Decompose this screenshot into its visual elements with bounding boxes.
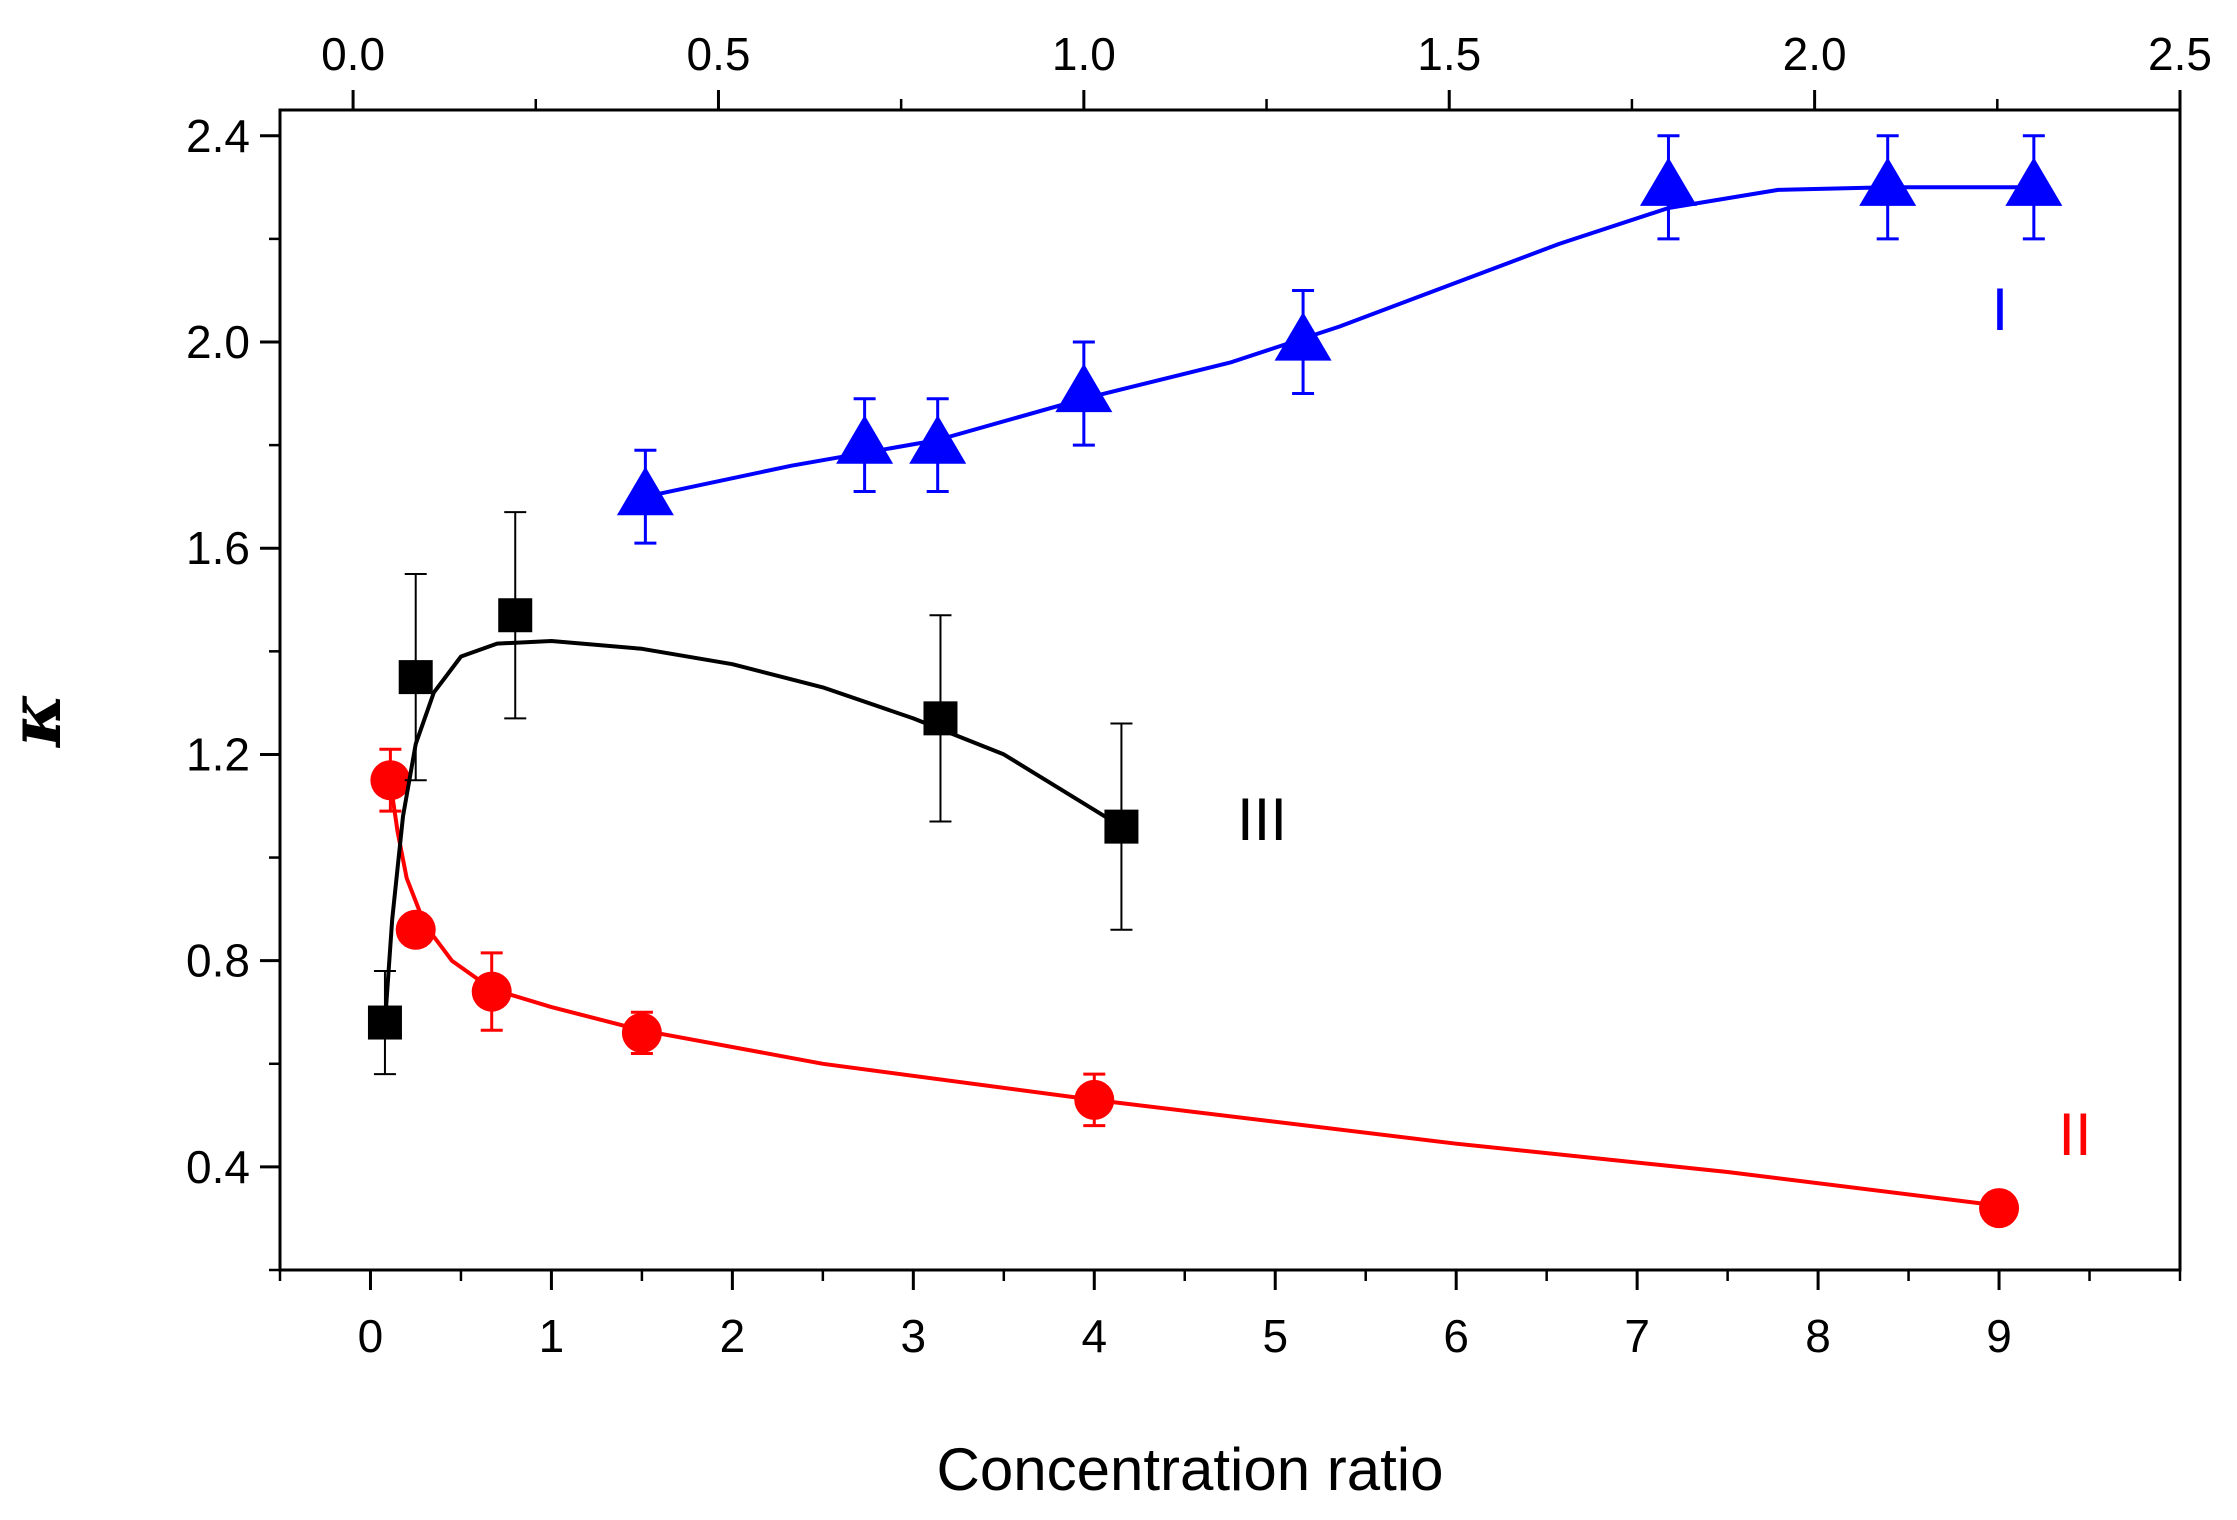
- data-point: [1859, 157, 1917, 206]
- plot-frame: [278, 108, 2182, 1272]
- series-ii: II: [370, 747, 2092, 1229]
- data-point: [621, 1012, 662, 1053]
- data-point: [471, 971, 512, 1012]
- data-point: [1979, 1188, 2020, 1229]
- y-tick-label: 0.8: [186, 935, 250, 987]
- series-iii: III: [367, 511, 1287, 1076]
- data-point: [836, 415, 894, 464]
- top-tick-label: 0.0: [321, 28, 385, 80]
- data-point: [1274, 312, 1332, 361]
- series-label-i: I: [1992, 276, 2009, 343]
- series-label-iii: III: [1237, 786, 1287, 853]
- data-point: [1074, 1079, 1115, 1120]
- data-point: [395, 909, 436, 950]
- x-tick-label: 2: [720, 1310, 746, 1362]
- fit-line-ii: [386, 769, 2000, 1208]
- data-point: [909, 415, 967, 464]
- data-point: [1055, 363, 1113, 413]
- data-point: [367, 1005, 402, 1040]
- axes-group: 0 1 2 3 4 5 6 7 8 9 0.0 0.5 1.0 1.5 2.0 2.5 0.4 0.8 1.2 1.6…: [186, 28, 2212, 1362]
- top-tick-label: 2.0: [1783, 28, 1847, 80]
- x-tick-label: 6: [1443, 1310, 1469, 1362]
- data-point: [370, 760, 411, 801]
- y-tick-label: 1.6: [186, 522, 250, 574]
- x-tick-label: 7: [1624, 1310, 1650, 1362]
- x-tick-label: 5: [1262, 1310, 1288, 1362]
- y-tick-label: 2.0: [186, 316, 250, 368]
- top-tick-label: 2.5: [2148, 28, 2212, 80]
- x-tick-label: 9: [1986, 1310, 2012, 1362]
- top-tick-label: 0.5: [686, 28, 750, 80]
- x-tick-label: 1: [539, 1310, 565, 1362]
- y-tick-label: 0.4: [186, 1141, 250, 1193]
- y-tick-label: 2.4: [186, 110, 250, 162]
- data-point: [398, 660, 433, 695]
- x-tick-label: 8: [1805, 1310, 1831, 1362]
- x-tick-label: 0: [358, 1310, 384, 1362]
- top-tick-label: 1.5: [1417, 28, 1481, 80]
- top-tick-label: 1.0: [1052, 28, 1116, 80]
- x-tick-label: 4: [1081, 1310, 1107, 1362]
- x-axis-title: Concentration ratio: [937, 1436, 1444, 1503]
- data-point: [1104, 809, 1139, 844]
- data-point: [498, 598, 533, 633]
- x-tick-label: 3: [901, 1310, 927, 1362]
- series-label-ii: II: [2058, 1101, 2091, 1168]
- data-point: [616, 466, 674, 516]
- y-axis-title: κ: [0, 693, 77, 749]
- data-point: [1639, 157, 1697, 206]
- data-point: [923, 701, 958, 736]
- fit-line-i: [644, 185, 2034, 499]
- fit-line-iii: [383, 639, 1123, 1023]
- y-tick-label: 1.2: [186, 728, 250, 780]
- series-i: I: [616, 134, 2063, 545]
- data-point: [2005, 157, 2063, 206]
- labels-group: Concentration ratio κ: [0, 693, 1443, 1503]
